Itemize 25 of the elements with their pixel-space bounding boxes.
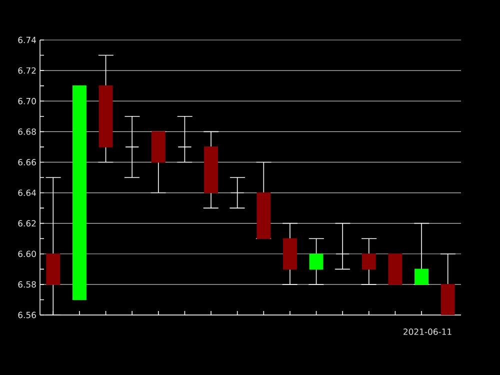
candlestick [72,85,86,300]
candlestick [308,238,324,285]
y-tick-label: 6.60 [18,250,36,258]
candlestick [150,131,166,194]
y-tick-label: 6.64 [18,190,36,196]
candlestick [124,116,140,178]
y-tick-label: 6.68 [18,128,36,135]
candlestick [230,177,246,208]
y-tick-label: 6.58 [18,281,36,288]
candlestick [98,54,114,163]
y-tick-label: 6.62 [18,220,36,227]
candlestick [176,116,192,163]
y-tick-label: 6.70 [18,98,36,104]
y-tick-label: 6.72 [18,67,36,74]
candlestick [282,222,298,285]
candlestick [414,222,430,285]
x-tick-label: 2021-06-11 [404,328,452,335]
candlestick [256,162,272,240]
y-tick-label: 6.66 [18,159,36,166]
candlestick [203,131,219,208]
candlestick [388,253,402,285]
y-tick-label: 6.74 [18,36,36,44]
candlestick [361,238,377,285]
y-tick-label: 6.56 [18,312,36,318]
candlestick [334,222,350,270]
